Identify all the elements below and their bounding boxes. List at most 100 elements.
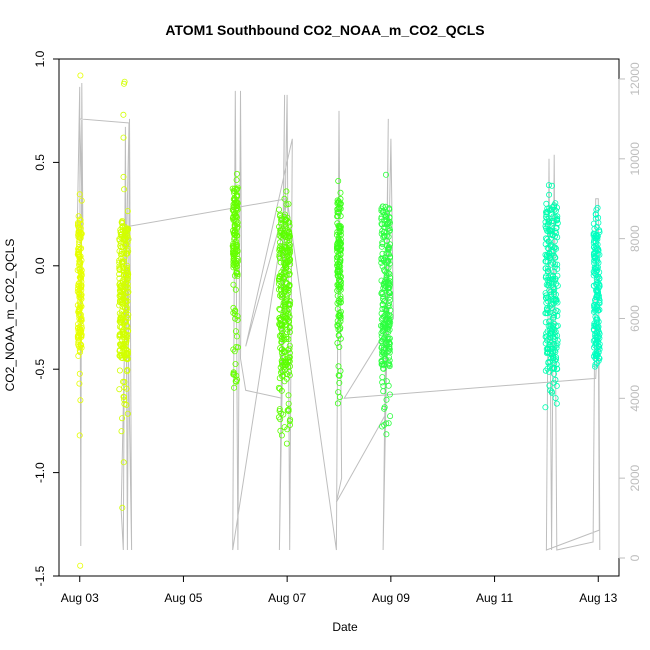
data-point: [123, 272, 130, 279]
data-point: [280, 292, 287, 299]
data-point: [593, 351, 600, 358]
data-point: [378, 243, 385, 250]
data-point: [381, 334, 388, 341]
data-point: [337, 263, 344, 270]
data-point: [335, 198, 342, 205]
data-point: [337, 212, 344, 219]
data-point: [117, 291, 124, 298]
data-point: [231, 308, 238, 315]
data-point: [544, 265, 551, 272]
data-point: [233, 245, 240, 252]
data-point: [378, 215, 385, 222]
data-point: [286, 421, 293, 428]
data-point: [234, 316, 241, 323]
y2-tick-label: 10000: [628, 142, 642, 176]
outlier-point: [120, 134, 127, 141]
data-point: [276, 321, 283, 328]
data-point: [233, 199, 240, 206]
data-point: [547, 228, 554, 235]
data-point: [77, 234, 84, 241]
data-point: [286, 372, 293, 379]
data-point: [384, 326, 391, 333]
data-point: [117, 297, 124, 304]
data-point: [593, 294, 600, 301]
x-tick-label: Aug 03: [61, 591, 99, 605]
data-point: [121, 384, 128, 391]
data-point: [542, 274, 549, 281]
data-point: [386, 326, 393, 333]
data-point: [337, 293, 344, 300]
data-point: [285, 392, 292, 399]
data-point: [379, 423, 386, 430]
data-point: [233, 378, 240, 385]
data-point: [233, 251, 240, 258]
data-point: [122, 353, 129, 360]
data-point: [386, 349, 393, 356]
data-point: [386, 270, 393, 277]
data-point: [336, 394, 343, 401]
data-point: [124, 230, 131, 237]
data-point: [118, 231, 125, 238]
data-point: [548, 388, 555, 395]
data-point: [123, 250, 130, 257]
outlier-point: [278, 432, 285, 439]
data-point: [285, 255, 292, 262]
data-point: [335, 222, 342, 229]
data-point: [386, 300, 393, 307]
data-point: [118, 244, 125, 251]
data-point: [276, 375, 283, 382]
data-point: [276, 406, 283, 413]
data-point: [117, 341, 124, 348]
data-point: [333, 245, 340, 252]
data-point: [334, 197, 341, 204]
x-tick-label: Aug 05: [164, 591, 202, 605]
data-point: [336, 379, 343, 386]
data-point: [379, 239, 386, 246]
data-point: [550, 219, 557, 226]
data-point: [593, 206, 600, 213]
data-point: [551, 291, 558, 298]
data-point: [334, 321, 341, 328]
data-point: [279, 346, 286, 353]
data-point: [286, 228, 293, 235]
data-point: [122, 284, 129, 291]
data-point: [230, 242, 237, 249]
data-point: [596, 227, 603, 234]
data-point: [280, 302, 287, 309]
data-point: [594, 281, 601, 288]
data-point: [336, 232, 343, 239]
data-point: [119, 316, 126, 323]
data-point: [232, 231, 239, 238]
data-point: [593, 316, 600, 323]
data-point: [279, 322, 286, 329]
y-tick-label: -1.0: [33, 462, 47, 483]
data-point: [286, 345, 293, 352]
x-axis-label: Date: [332, 620, 358, 634]
data-point: [231, 190, 238, 197]
data-point: [335, 281, 342, 288]
data-point: [278, 269, 285, 276]
data-point: [553, 245, 560, 252]
data-point: [335, 272, 342, 279]
data-point: [546, 191, 553, 198]
data-point: [283, 223, 290, 230]
data-point: [121, 250, 128, 257]
data-point: [380, 388, 387, 395]
data-point: [75, 321, 82, 328]
data-point: [77, 245, 84, 252]
data-point: [592, 249, 599, 256]
data-point: [230, 281, 237, 288]
data-point: [285, 234, 292, 241]
data-point: [283, 322, 290, 329]
data-point: [284, 361, 291, 368]
data-point: [383, 315, 390, 322]
data-point: [595, 307, 602, 314]
data-point: [553, 382, 560, 389]
data-point: [334, 317, 341, 324]
data-point: [385, 245, 392, 252]
data-point: [596, 306, 603, 313]
data-point: [275, 384, 282, 391]
outlier-point: [120, 173, 127, 180]
data-point: [75, 343, 82, 350]
